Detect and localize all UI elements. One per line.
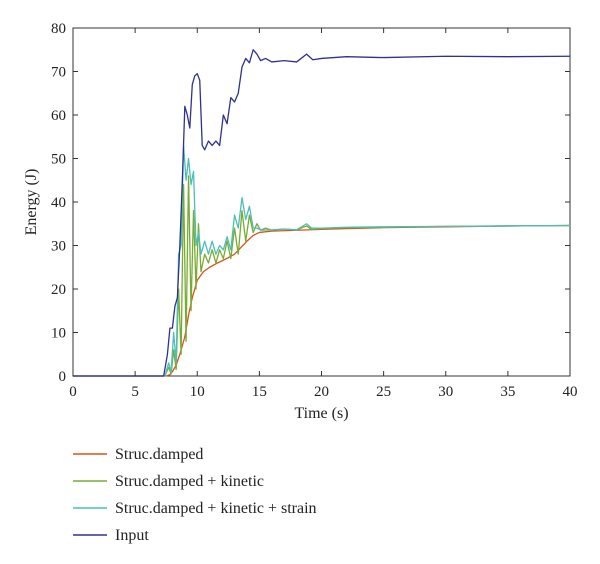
y-tick-label: 10	[51, 326, 66, 342]
legend: Struc.damped Struc.damped + kinetic Struc.…	[73, 446, 317, 544]
y-tick-label: 60	[51, 108, 66, 124]
x-tick-label: 5	[131, 384, 139, 400]
series-layer	[73, 49, 571, 377]
y-tick-label: 50	[51, 152, 66, 168]
x-tick-label: 20	[314, 384, 329, 400]
legend-label-2: Struc.damped + kinetic	[115, 473, 264, 490]
y-tick-label: 40	[51, 195, 66, 211]
series-line-1	[73, 224, 571, 377]
x-tick-label: 40	[563, 384, 578, 400]
y-tick-label: 30	[51, 239, 66, 255]
legend-label-1: Struc.damped	[115, 446, 203, 463]
series-line-4	[73, 49, 571, 377]
tick-layer: 0 5 10 15 20 25 30 35 40 0 10 20 30 40 50 60 70 80	[51, 21, 578, 400]
x-tick-label: 0	[69, 384, 77, 400]
x-tick-label: 25	[376, 384, 391, 400]
x-tick-label: 30	[438, 384, 453, 400]
y-tick-label: 80	[51, 21, 66, 37]
plot-frame	[72, 27, 571, 377]
series-line-3	[73, 144, 571, 377]
legend-label-4: Input	[115, 527, 149, 544]
x-tick-label: 10	[190, 384, 205, 400]
series-line-2	[73, 175, 571, 377]
x-axis-title: Time (s)	[294, 405, 348, 422]
y-tick-label: 70	[51, 65, 66, 81]
legend-label-3: Struc.damped + kinetic + strain	[115, 500, 317, 517]
y-axis-title: Energy (J)	[23, 169, 40, 236]
y-tick-label: 20	[51, 282, 66, 298]
x-tick-label: 35	[500, 384, 515, 400]
x-tick-label: 15	[252, 384, 267, 400]
y-tick-label: 0	[59, 369, 67, 385]
